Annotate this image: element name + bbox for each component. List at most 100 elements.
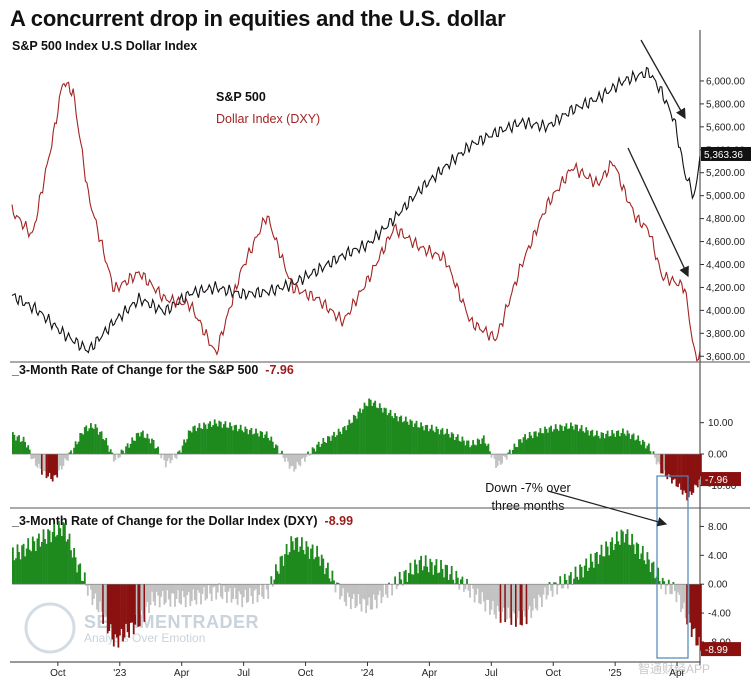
dxy-roc-bar (336, 582, 338, 585)
sp500-roc-bar (528, 432, 531, 454)
sp500-roc-bar (700, 454, 702, 477)
dxy-roc-bar (643, 560, 646, 585)
dxy-roc-bar (515, 584, 517, 627)
dxy-roc-bar (327, 562, 329, 585)
dxy-roc-bar (294, 538, 297, 585)
y-tick-label: 4.00 (708, 551, 728, 562)
sp500-roc-bar (330, 440, 332, 455)
y-tick-label: 5,600.00 (706, 122, 745, 133)
sp500-roc-bar (340, 434, 343, 455)
sp500-roc-bar (429, 428, 432, 455)
dxy-roc-bar (160, 584, 163, 597)
dxy-roc-bar (496, 584, 499, 606)
dxy-roc-bar (570, 572, 572, 585)
sp500-roc-bar (369, 399, 372, 454)
dxy-roc-bar (247, 584, 250, 602)
dxy-roc-bar (167, 584, 170, 600)
sp500-series-line (11, 66, 701, 354)
sp500-roc-bar (674, 454, 676, 479)
sp500-roc-bar (235, 424, 237, 454)
dxy-roc-bar (307, 546, 309, 585)
sp500-roc-bar (383, 407, 386, 455)
dxy-roc-bar (62, 522, 65, 585)
sp500-roc-bar (85, 425, 88, 454)
dxy-roc-bar (85, 584, 88, 586)
sp500-roc-bar (291, 454, 294, 466)
sp500-roc-bar (678, 454, 681, 484)
dxy-roc-bar (154, 584, 156, 606)
dxy-roc-bar (346, 584, 349, 593)
sp500-roc-bar (608, 436, 611, 455)
sp500-roc-bar (138, 436, 141, 455)
sp500-roc-bar (486, 445, 488, 455)
sp500-roc-bar (571, 426, 574, 455)
sp500-roc-bar (525, 439, 528, 454)
dxy-roc-bar (96, 584, 98, 610)
dxy-roc-bar (22, 543, 25, 585)
dxy-roc-bar (15, 558, 17, 585)
sp500-roc-bar (53, 454, 56, 476)
dxy-roc-bar (408, 573, 410, 585)
sp500-roc-bar (108, 451, 111, 455)
x-tick-label: '23 (113, 668, 126, 679)
sp500-roc-bar (294, 454, 297, 469)
dxy-roc-bar (374, 584, 377, 600)
dxy-roc-bar (536, 584, 539, 611)
x-tick-label: Apr (174, 668, 190, 679)
dxy-roc-bar (645, 564, 647, 585)
sp500-roc-bar (216, 426, 219, 455)
dxy-roc-bar (71, 557, 74, 585)
sp500-roc-bar (181, 445, 184, 455)
y-tick-label: 3,800.00 (706, 329, 745, 340)
dxy-roc-bar (597, 563, 600, 585)
sp500-roc-bar (262, 437, 265, 455)
sp500-roc-bar (377, 408, 380, 455)
sp500-roc-bar (544, 426, 546, 455)
sp500-roc-bar (437, 429, 439, 454)
dxy-roc-bar (244, 584, 247, 590)
dxy-roc-bar (252, 584, 254, 604)
dxy-roc-bar (692, 584, 695, 630)
sp500-roc-bar (625, 435, 627, 454)
dxy-roc-bar (284, 554, 286, 585)
dxy-roc-bar (112, 584, 115, 647)
sp500-roc-bar (597, 435, 600, 454)
sp500-roc-bar (132, 440, 135, 455)
sp500-roc-bar (198, 423, 201, 454)
dxy-roc-bar (204, 584, 207, 601)
dxy-roc-bar (143, 584, 146, 622)
dxy-roc-bar (93, 584, 95, 599)
dxy-roc-bar (460, 579, 462, 585)
dxy-roc-bar (155, 584, 158, 592)
dxy-roc-bar (259, 584, 262, 585)
sp500-roc-bar (617, 430, 620, 455)
sp500-roc-bar (120, 449, 123, 454)
dxy-roc-bar (345, 584, 348, 607)
legend-sp500: S&P 500 (216, 90, 266, 104)
dxy-roc-bar (241, 584, 244, 608)
dxy-roc-bar (70, 550, 72, 585)
dxy-roc-bar (525, 584, 528, 625)
sp500-roc-bar (498, 454, 500, 461)
dxy-roc-bar (236, 584, 239, 605)
dxy-roc-bar (519, 584, 522, 625)
sp500-roc-bar (154, 448, 156, 454)
dxy-roc-bar (314, 557, 317, 585)
sp500-roc-bar (149, 443, 152, 455)
dxy-roc-bar (261, 584, 263, 597)
dxy-roc-bar (424, 555, 427, 585)
sp500-roc-bar (230, 426, 233, 455)
dxy-roc-bar (423, 566, 426, 585)
dxy-roc-bar (151, 584, 153, 592)
y-tick-label: -4.00 (708, 609, 731, 620)
dxy-roc-bar (690, 584, 693, 637)
sp500-roc-bar (345, 430, 348, 454)
dxy-roc-bar (273, 579, 276, 585)
dxy-roc-bar (585, 558, 588, 585)
dxy-roc-bar (140, 584, 143, 611)
sp500-roc-bar (366, 406, 369, 455)
dxy-roc-bar (427, 572, 430, 585)
sp500-roc-bar (476, 438, 479, 455)
sp500-roc-bar (36, 454, 39, 468)
y-tick-label: -10.00 (708, 481, 737, 492)
